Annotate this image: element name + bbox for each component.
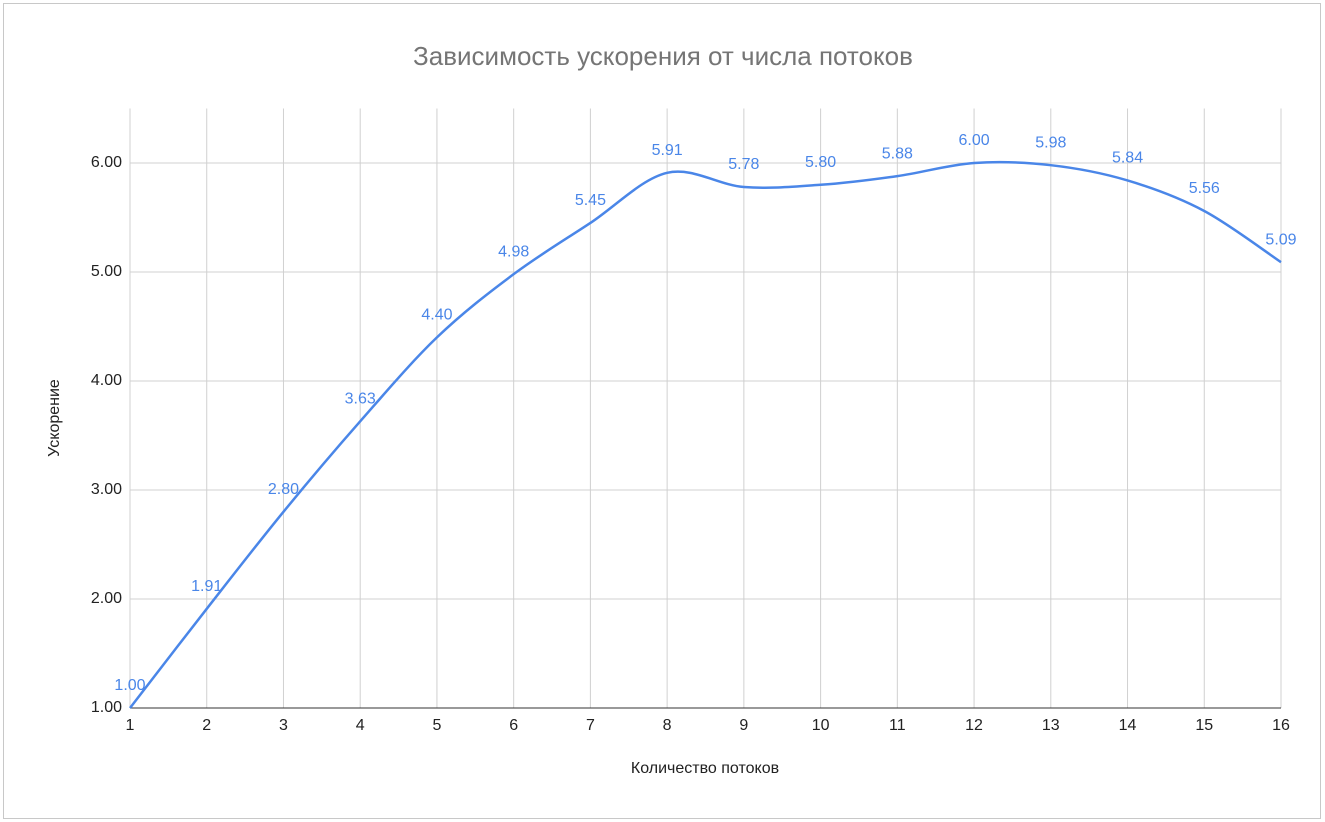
x-tick-label: 8 xyxy=(663,717,672,734)
data-label: 1.91 xyxy=(191,578,222,595)
data-label: 1.00 xyxy=(114,677,145,694)
data-label: 4.98 xyxy=(498,243,529,260)
data-label: 5.09 xyxy=(1265,231,1296,248)
data-label: 5.80 xyxy=(805,154,836,171)
y-tick-label: 2.00 xyxy=(91,590,122,607)
data-label: 5.45 xyxy=(575,192,606,209)
x-tick-label: 4 xyxy=(356,717,365,734)
data-label: 5.91 xyxy=(652,142,683,159)
x-tick-label: 13 xyxy=(1042,717,1060,734)
y-tick-label: 3.00 xyxy=(91,481,122,498)
y-tick-label: 4.00 xyxy=(91,372,122,389)
x-axis-title: Количество потоков xyxy=(631,760,779,777)
x-tick-label: 9 xyxy=(739,717,748,734)
y-tick-label: 1.00 xyxy=(91,699,122,716)
x-tick-label: 12 xyxy=(965,717,983,734)
data-label: 5.88 xyxy=(882,145,913,162)
x-tick-label: 16 xyxy=(1272,717,1290,734)
x-tick-label: 3 xyxy=(279,717,288,734)
y-tick-label: 5.00 xyxy=(91,263,122,280)
x-tick-label: 1 xyxy=(126,717,135,734)
x-tick-label: 10 xyxy=(812,717,830,734)
x-tick-label: 15 xyxy=(1195,717,1213,734)
x-tick-label: 11 xyxy=(889,717,906,734)
x-tick-label: 7 xyxy=(586,717,595,734)
data-label: 4.40 xyxy=(421,307,452,324)
chart-frame xyxy=(3,3,1321,819)
x-tick-label: 2 xyxy=(202,717,211,734)
y-axis-title: Ускорение xyxy=(46,379,63,457)
data-label: 5.98 xyxy=(1035,134,1066,151)
x-tick-label: 6 xyxy=(509,717,518,734)
data-label: 5.84 xyxy=(1112,150,1143,167)
data-label: 5.78 xyxy=(728,156,759,173)
data-label: 6.00 xyxy=(958,132,989,149)
y-tick-label: 6.00 xyxy=(91,154,122,171)
chart-title: Зависимость ускорения от числа потоков xyxy=(413,41,913,71)
series-line xyxy=(129,160,1282,709)
x-tick-label: 14 xyxy=(1119,717,1137,734)
data-label: 5.56 xyxy=(1189,180,1220,197)
data-label: 2.80 xyxy=(268,481,299,498)
data-label: 3.63 xyxy=(345,391,376,408)
x-tick-label: 5 xyxy=(432,717,441,734)
